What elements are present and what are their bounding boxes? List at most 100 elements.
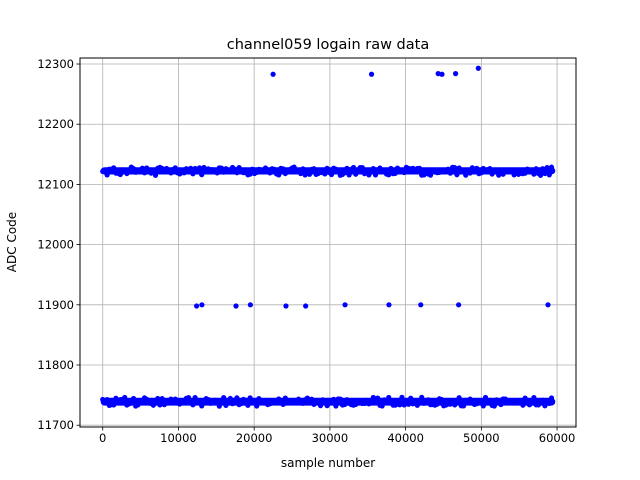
- data-point: [449, 397, 456, 404]
- data-point: [425, 397, 431, 403]
- data-point: [201, 399, 207, 405]
- data-point: [346, 172, 352, 178]
- data-point: [474, 165, 480, 171]
- data-point: [291, 164, 297, 170]
- data-point: [460, 403, 467, 409]
- data-point: [122, 394, 128, 401]
- y-tick-label: 11700: [37, 418, 74, 432]
- y-tick-label: 12000: [37, 238, 74, 252]
- data-point: [181, 170, 187, 176]
- data-point: [302, 172, 308, 178]
- data-point: [368, 71, 375, 77]
- data-point: [159, 395, 165, 402]
- data-point: [372, 172, 379, 178]
- data-point: [416, 165, 423, 171]
- data-point: [128, 400, 134, 406]
- data-point: [309, 396, 315, 402]
- data-point: [304, 167, 310, 173]
- data-point: [172, 165, 178, 171]
- data-point: [199, 172, 205, 178]
- data-point: [192, 394, 198, 401]
- data-point: [540, 397, 546, 403]
- data-point: [401, 169, 407, 176]
- data-point: [221, 395, 227, 401]
- data-point: [388, 397, 394, 404]
- y-tick-label: 12200: [37, 117, 74, 131]
- data-point: [342, 170, 348, 176]
- data-point: [251, 398, 258, 404]
- data-point: [113, 395, 119, 401]
- data-point: [267, 170, 273, 176]
- data-point: [181, 399, 187, 406]
- data-point: [283, 303, 289, 309]
- data-point: [276, 172, 282, 178]
- data-point: [238, 400, 244, 407]
- data-point: [518, 398, 524, 405]
- data-point: [434, 401, 440, 407]
- chart-title: channel059 logain raw data: [227, 37, 429, 53]
- data-point: [456, 395, 462, 401]
- data-point: [139, 165, 145, 171]
- data-point: [322, 171, 328, 177]
- data-point: [392, 170, 398, 176]
- data-point: [223, 402, 229, 408]
- data-point: [280, 401, 286, 407]
- data-point: [152, 172, 159, 178]
- x-tick-label: 20000: [236, 431, 273, 445]
- data-point: [454, 172, 460, 178]
- data-point: [271, 166, 277, 172]
- data-point: [298, 170, 304, 177]
- data-point: [408, 395, 414, 401]
- data-point: [546, 172, 552, 178]
- y-tick-label: 11800: [37, 358, 74, 372]
- y-axis-label: ADC Code: [5, 212, 19, 272]
- data-point: [194, 303, 200, 309]
- data-point: [172, 396, 178, 402]
- data-point: [405, 401, 412, 407]
- data-point: [439, 71, 445, 77]
- data-point: [467, 396, 473, 402]
- data-point: [467, 170, 473, 176]
- data-point: [522, 170, 528, 176]
- data-point: [190, 402, 196, 408]
- data-point: [111, 165, 117, 171]
- data-point: [548, 395, 555, 401]
- data-point: [306, 171, 313, 177]
- data-point: [104, 397, 110, 403]
- data-point: [236, 165, 242, 171]
- data-point: [303, 303, 309, 309]
- plot-frame: [79, 57, 577, 428]
- data-point: [475, 65, 481, 71]
- data-point: [359, 165, 365, 171]
- data-point: [460, 168, 467, 174]
- data-point: [117, 171, 123, 178]
- data-point: [421, 172, 427, 178]
- y-tick-label: 11900: [37, 298, 74, 312]
- data-point: [491, 403, 497, 409]
- data-point: [540, 166, 546, 172]
- data-point: [452, 165, 458, 171]
- data-point: [375, 395, 381, 401]
- x-axis-label: sample number: [281, 456, 375, 470]
- data-point: [438, 396, 445, 403]
- data-point: [155, 395, 161, 402]
- data-point: [419, 394, 425, 401]
- data-point: [335, 167, 341, 173]
- data-point: [427, 172, 434, 178]
- data-point: [344, 165, 350, 171]
- grid-lines: [80, 58, 576, 427]
- data-point: [533, 166, 539, 172]
- data-point: [480, 403, 486, 409]
- y-tick-label: 12300: [37, 57, 74, 71]
- data-point: [418, 302, 424, 308]
- data-point: [247, 302, 253, 308]
- data-point: [150, 168, 156, 174]
- data-point: [537, 172, 544, 178]
- data-point: [478, 170, 484, 176]
- data-point: [104, 172, 110, 178]
- data-point: [386, 172, 392, 178]
- data-point: [227, 395, 233, 402]
- data-point: [196, 165, 203, 171]
- data-point: [544, 165, 550, 171]
- data-point: [130, 395, 137, 402]
